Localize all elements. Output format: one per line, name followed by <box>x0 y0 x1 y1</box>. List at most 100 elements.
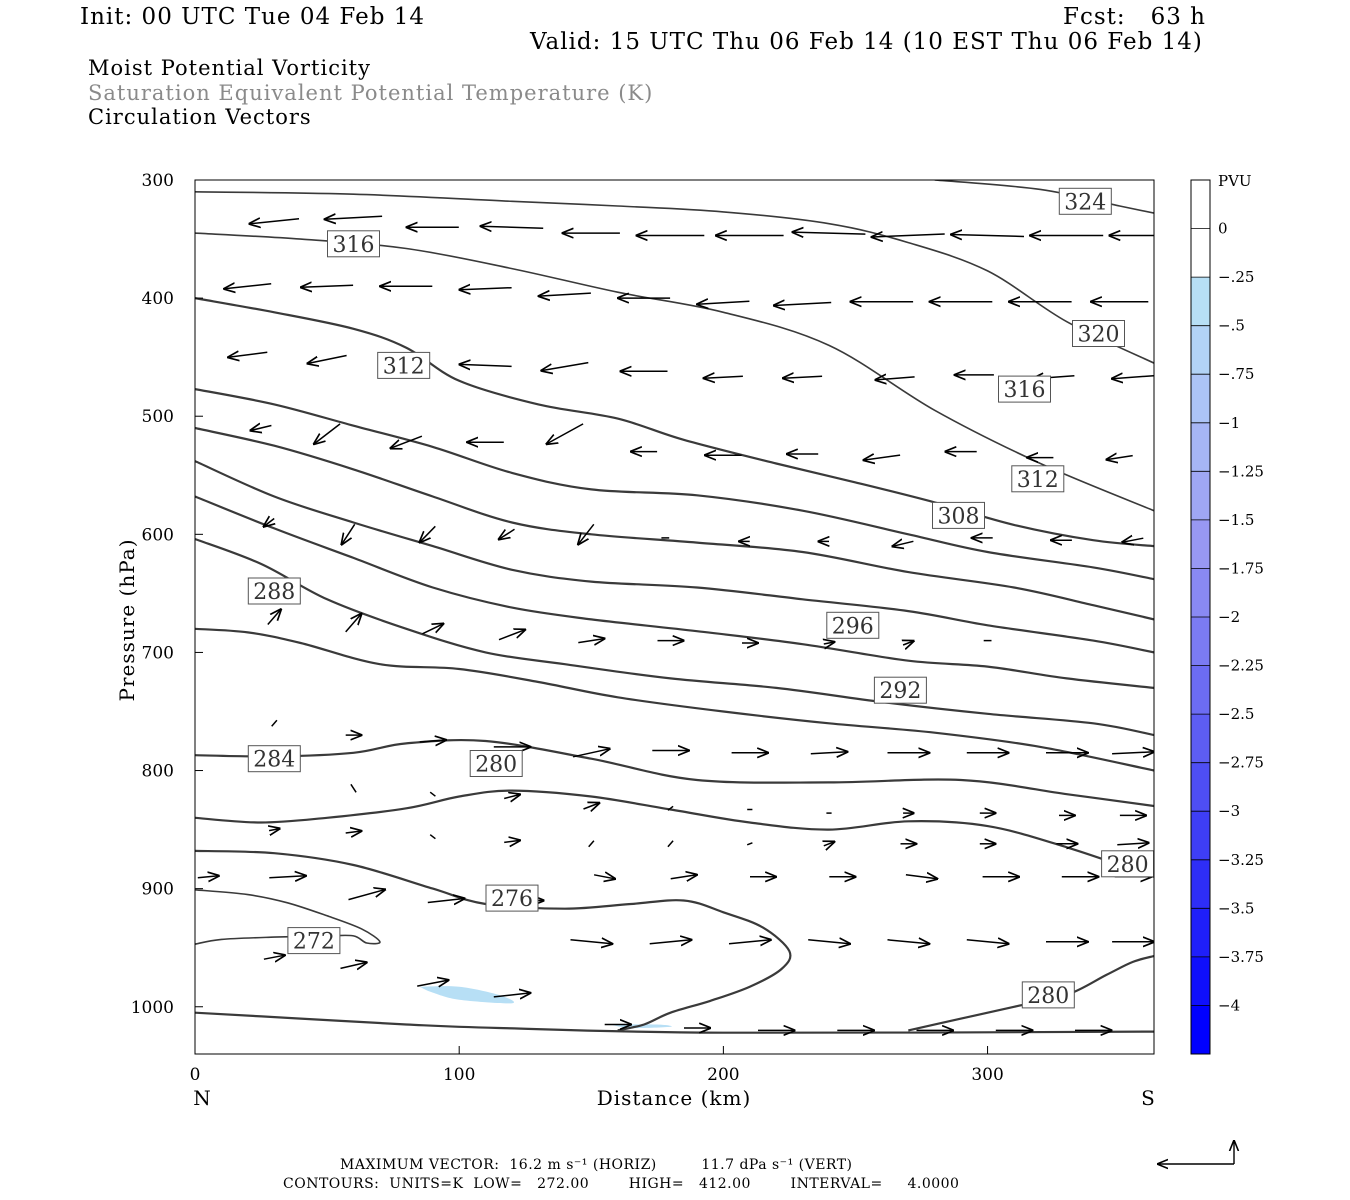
colorbar-label-9: −2.25 <box>1218 657 1264 675</box>
colorbar-cell-7 <box>1191 519 1210 569</box>
pv-shading-layer <box>419 986 672 1029</box>
contour-label-box-11 <box>1011 465 1065 493</box>
colorbar-cell-15 <box>1191 908 1210 958</box>
wind-vector-62 <box>422 624 443 635</box>
pvu-colorbar: PVU 0 −.25 −.5 −.75 −1 −1.25 −1.5 −1.75 −2 −2.25 −2… <box>1190 172 1264 1055</box>
field-title-mpv: Moist Potential Vorticity <box>88 56 371 80</box>
contour-label-box-0 <box>287 927 341 955</box>
colorbar-cell-13 <box>1191 811 1210 861</box>
colorbar-label-11: −2.75 <box>1218 754 1264 772</box>
wind-vector-96 <box>504 840 520 842</box>
x-end-label-north: N <box>193 1086 211 1110</box>
wind-vector-7 <box>793 232 866 234</box>
wind-vector-105 <box>197 876 219 878</box>
colorbar-label-10: −2.5 <box>1218 705 1254 723</box>
wind-vector-119 <box>340 962 367 968</box>
colorbar-label-5: −1.25 <box>1218 462 1264 480</box>
contour-label-box-14 <box>1072 320 1125 347</box>
wind-vector-99 <box>746 842 753 846</box>
wind-vector-30 <box>704 376 743 378</box>
colorbar-cell-9 <box>1191 617 1210 666</box>
contour-labels: 272 276 280 280 280 284 288 292 296 308 312 312 316 3… <box>247 187 1155 1009</box>
wind-vector-59 <box>1123 538 1144 542</box>
colorbar-cell-10 <box>1191 665 1210 715</box>
y-tick-label-500: 500 <box>142 407 174 427</box>
contour-284-5 <box>195 738 1154 808</box>
contour-label-box-12 <box>327 230 380 258</box>
colorbar-cell-11 <box>1191 714 1210 763</box>
contour-label-6: 288 <box>253 580 295 605</box>
wind-vector-50 <box>420 525 436 542</box>
wind-vector-122 <box>570 940 613 944</box>
wind-vector-100 <box>824 842 834 846</box>
wind-vector-48 <box>264 519 274 527</box>
wind-vector-18 <box>697 301 750 304</box>
y-tick-label-600: 600 <box>142 525 174 545</box>
wind-vector-70 <box>271 719 278 727</box>
colorbar-cell-5 <box>1191 422 1210 472</box>
wind-vector-3 <box>481 226 544 228</box>
wind-vector-27 <box>460 364 512 366</box>
wind-vector-72 <box>419 740 446 742</box>
theta-es-contours <box>195 180 1154 1034</box>
contour-272-0 <box>195 889 381 945</box>
contour-label-box-10 <box>377 351 431 379</box>
contour-label-box-2 <box>469 750 523 777</box>
wind-vector-106 <box>269 876 305 878</box>
y-tick-label-900: 900 <box>142 880 174 900</box>
colorbar-label-2: −.5 <box>1218 317 1245 335</box>
wind-vector-83 <box>429 791 436 797</box>
contour-label-0: 272 <box>293 930 335 955</box>
wind-vector-13 <box>301 285 354 287</box>
contour-label-2: 280 <box>475 753 517 778</box>
wind-vector-85 <box>583 803 600 809</box>
wind-vector-52 <box>578 523 595 544</box>
colorbar-cell-1 <box>1191 228 1210 278</box>
contour-label-box-8 <box>826 611 880 639</box>
colorbar-label-3: −.75 <box>1218 365 1254 383</box>
x-axis-label: Distance (km) <box>597 1086 752 1110</box>
x-tick-label-0: 0 <box>190 1065 201 1085</box>
contour-288-6 <box>195 627 1154 772</box>
x-tick-label-200: 200 <box>707 1065 739 1085</box>
contour-280-3 <box>195 1011 1154 1034</box>
wind-vector-16 <box>539 293 591 296</box>
wind-vector-95 <box>429 834 436 840</box>
wind-vector-77 <box>810 752 847 754</box>
wind-vector-36 <box>251 426 272 431</box>
plot-frame <box>194 179 1155 1055</box>
circulation-vectors <box>197 216 1154 1030</box>
x-tick-label-100: 100 <box>443 1065 475 1085</box>
field-title-vectors: Circulation Vectors <box>88 105 312 129</box>
wind-vector-1 <box>325 216 383 219</box>
colorbar-label-0: 0 <box>1218 220 1228 238</box>
wind-vector-0 <box>250 219 300 224</box>
wind-vector-35 <box>1112 376 1154 379</box>
wind-vector-19 <box>774 303 832 306</box>
contour-label-box-5 <box>247 745 301 773</box>
wind-vector-107 <box>348 890 385 901</box>
colorbar-label-12: −3 <box>1218 802 1240 820</box>
colorbar-cell-8 <box>1191 568 1210 618</box>
contour-label-15: 324 <box>1064 190 1106 215</box>
contour-label-9: 308 <box>938 504 980 529</box>
wind-vector-40 <box>547 423 584 444</box>
colorbar-cell-0 <box>1191 180 1210 229</box>
wind-vector-60 <box>267 610 281 625</box>
reference-vector <box>1158 1141 1234 1164</box>
y-axis-label: Pressure (hPa) <box>115 539 139 702</box>
colorbar-label-13: −3.25 <box>1218 851 1264 869</box>
wind-vector-82 <box>350 783 357 793</box>
colorbar-label-4: −1 <box>1218 414 1240 432</box>
forecast-hour: Fcst: 63 h <box>1063 4 1206 30</box>
colorbar-title: PVU <box>1218 172 1252 190</box>
colorbar-cell-16 <box>1191 956 1210 1006</box>
wind-vector-68 <box>903 641 913 645</box>
contour-label-13: 316 <box>1004 378 1046 403</box>
contour-label-11: 312 <box>1017 468 1059 493</box>
wind-vector-74 <box>572 749 609 758</box>
contour-label-1: 276 <box>491 887 533 912</box>
colorbar-label-1: −.25 <box>1218 268 1254 286</box>
colorbar-label-14: −3.5 <box>1218 899 1254 917</box>
